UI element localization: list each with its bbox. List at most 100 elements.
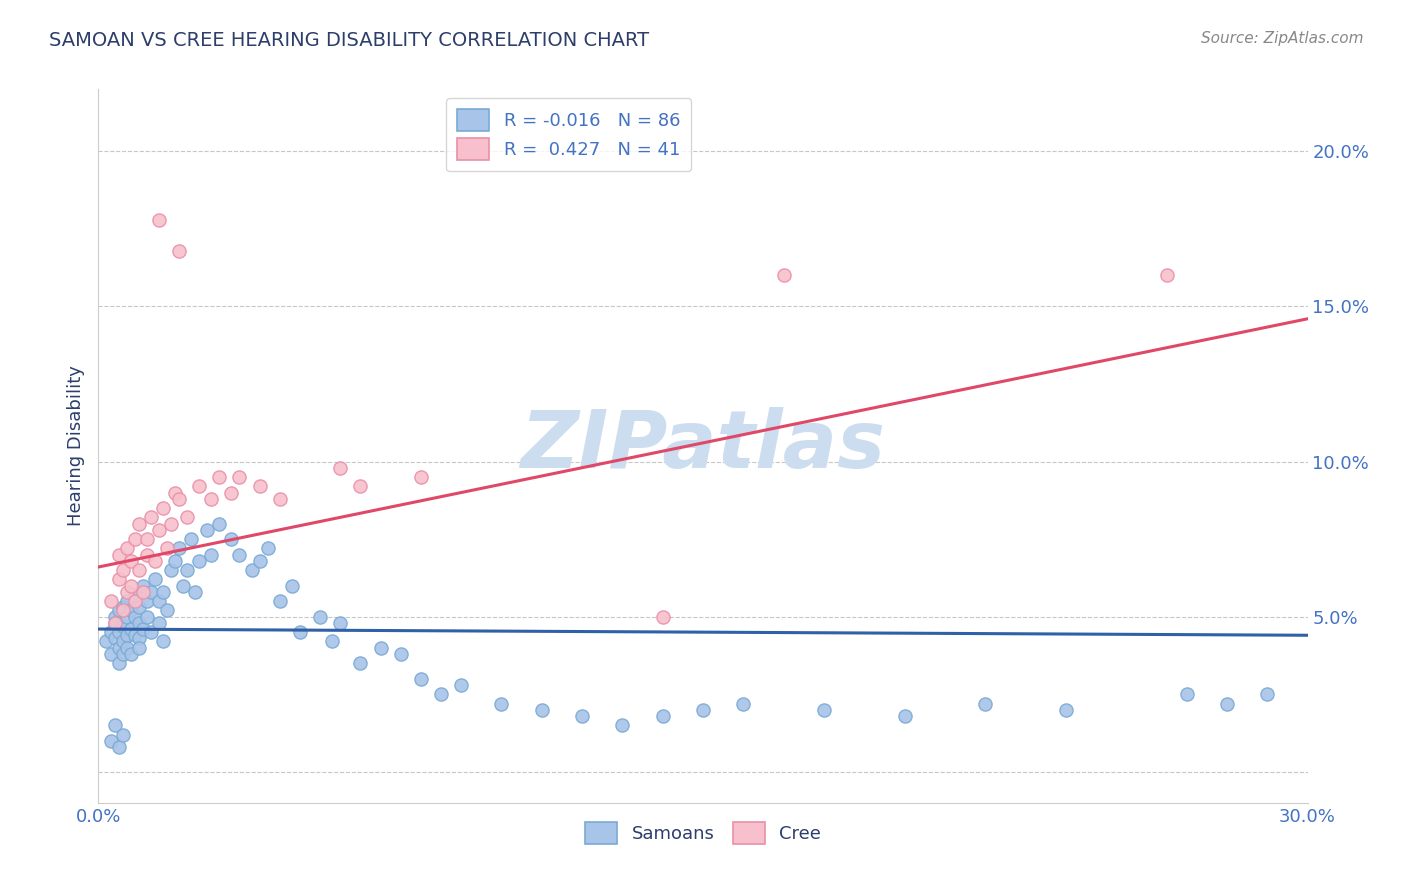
- Point: [163, 485, 186, 500]
- Point: [160, 563, 183, 577]
- Point: [370, 640, 392, 655]
- Point: [115, 628, 138, 642]
- Point: [188, 554, 211, 568]
- Point: [148, 615, 170, 630]
- Point: [249, 479, 271, 493]
- Point: [111, 603, 134, 617]
- Point: [120, 647, 142, 661]
- Point: [128, 600, 150, 615]
- Point: [120, 622, 142, 636]
- Point: [281, 579, 304, 593]
- Point: [128, 640, 150, 655]
- Point: [349, 479, 371, 493]
- Point: [309, 609, 332, 624]
- Point: [115, 640, 138, 655]
- Point: [733, 697, 755, 711]
- Point: [228, 470, 250, 484]
- Point: [256, 541, 278, 556]
- Point: [269, 594, 291, 608]
- Point: [107, 656, 129, 670]
- Point: [389, 647, 412, 661]
- Point: [200, 548, 222, 562]
- Point: [135, 532, 157, 546]
- Point: [156, 603, 179, 617]
- Point: [167, 491, 190, 506]
- Point: [124, 628, 146, 642]
- Point: [103, 615, 125, 630]
- Point: [128, 632, 150, 646]
- Point: [111, 647, 134, 661]
- Point: [111, 727, 134, 741]
- Point: [893, 709, 915, 723]
- Point: [176, 563, 198, 577]
- Point: [692, 703, 714, 717]
- Point: [167, 244, 190, 258]
- Point: [450, 678, 472, 692]
- Point: [1156, 268, 1178, 283]
- Point: [124, 609, 146, 624]
- Point: [1054, 703, 1077, 717]
- Point: [124, 532, 146, 546]
- Point: [221, 485, 243, 500]
- Point: [329, 460, 352, 475]
- Point: [321, 634, 343, 648]
- Point: [156, 541, 179, 556]
- Point: [103, 609, 125, 624]
- Point: [120, 603, 142, 617]
- Point: [208, 516, 231, 531]
- Point: [813, 703, 835, 717]
- Point: [128, 516, 150, 531]
- Point: [103, 632, 125, 646]
- Text: SAMOAN VS CREE HEARING DISABILITY CORRELATION CHART: SAMOAN VS CREE HEARING DISABILITY CORREL…: [49, 31, 650, 50]
- Point: [249, 554, 271, 568]
- Point: [128, 563, 150, 577]
- Point: [651, 609, 673, 624]
- Point: [111, 634, 134, 648]
- Point: [1256, 687, 1278, 701]
- Point: [100, 647, 122, 661]
- Point: [1216, 697, 1239, 711]
- Point: [571, 709, 593, 723]
- Point: [1175, 687, 1198, 701]
- Point: [176, 510, 198, 524]
- Point: [172, 579, 194, 593]
- Point: [612, 718, 634, 732]
- Point: [115, 541, 138, 556]
- Point: [139, 625, 162, 640]
- Point: [124, 594, 146, 608]
- Point: [115, 609, 138, 624]
- Point: [491, 697, 513, 711]
- Point: [132, 622, 155, 636]
- Point: [124, 588, 146, 602]
- Point: [240, 563, 263, 577]
- Point: [152, 634, 174, 648]
- Text: Source: ZipAtlas.com: Source: ZipAtlas.com: [1201, 31, 1364, 46]
- Point: [152, 584, 174, 599]
- Point: [96, 634, 118, 648]
- Point: [167, 541, 190, 556]
- Point: [148, 523, 170, 537]
- Point: [107, 548, 129, 562]
- Point: [163, 554, 186, 568]
- Point: [195, 523, 218, 537]
- Point: [188, 479, 211, 493]
- Point: [111, 619, 134, 633]
- Point: [115, 594, 138, 608]
- Point: [100, 594, 122, 608]
- Point: [132, 579, 155, 593]
- Y-axis label: Hearing Disability: Hearing Disability: [66, 366, 84, 526]
- Point: [107, 603, 129, 617]
- Point: [148, 594, 170, 608]
- Point: [107, 573, 129, 587]
- Point: [288, 625, 311, 640]
- Point: [200, 491, 222, 506]
- Point: [772, 268, 794, 283]
- Point: [974, 697, 997, 711]
- Point: [409, 470, 432, 484]
- Point: [152, 501, 174, 516]
- Point: [139, 510, 162, 524]
- Point: [135, 548, 157, 562]
- Legend: Samoans, Cree: Samoans, Cree: [578, 814, 828, 851]
- Point: [135, 609, 157, 624]
- Point: [115, 584, 138, 599]
